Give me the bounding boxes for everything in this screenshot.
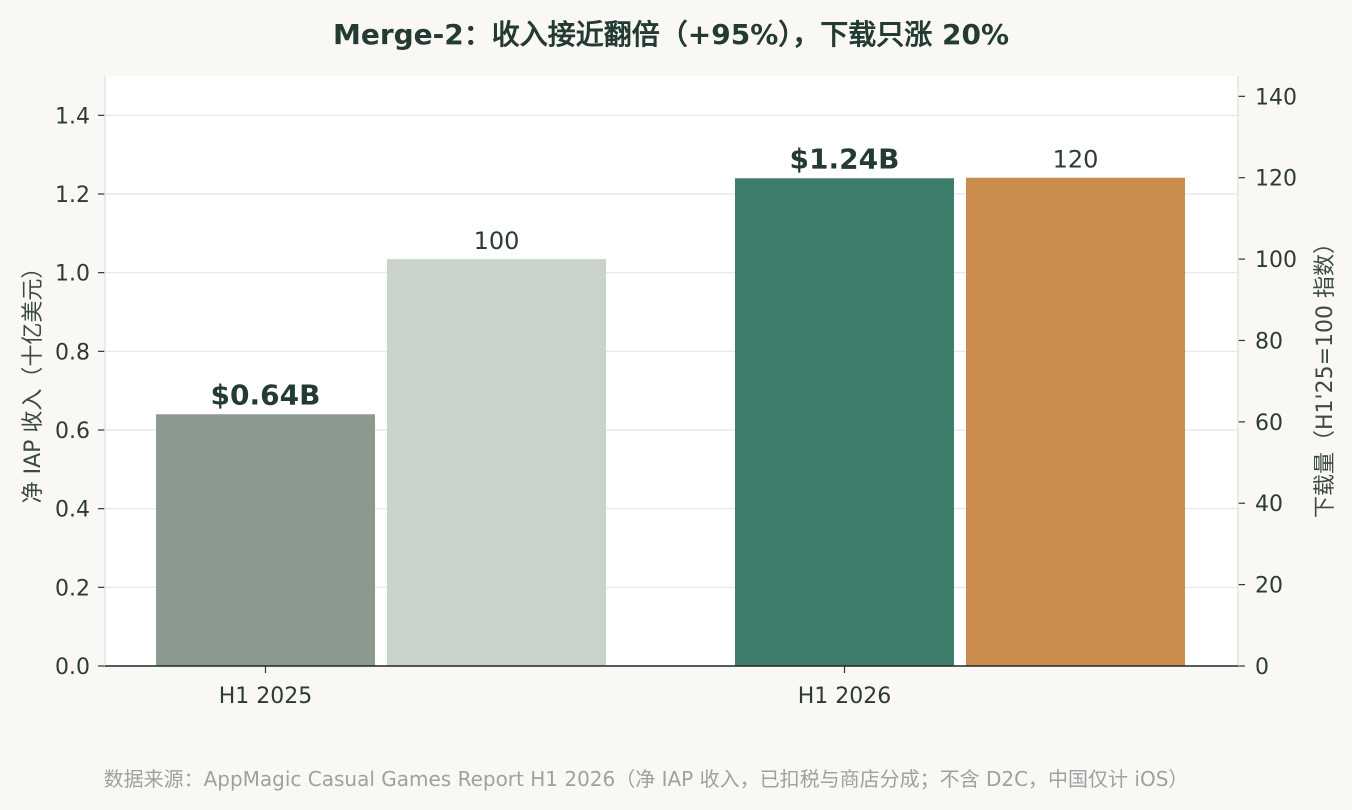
bar-revenue bbox=[735, 178, 954, 666]
data-label: 120 bbox=[1053, 146, 1099, 174]
y2-tick-label: 60 bbox=[1255, 411, 1283, 436]
x-tick-label: H1 2025 bbox=[219, 684, 313, 709]
bars bbox=[156, 177, 1185, 667]
y-tick-label: 0.0 bbox=[55, 655, 90, 680]
y2-tick-label: 120 bbox=[1255, 167, 1297, 192]
data-labels: $0.64B 100 $1.24B 120 bbox=[211, 142, 1099, 411]
y2-tick-label: 140 bbox=[1255, 85, 1297, 110]
axes: 0.0 0.2 0.4 0.6 0.8 1.0 1.2 1.4 0 20 40 60 80 100 120 1… bbox=[55, 76, 1297, 709]
y-tick-label: 1.0 bbox=[55, 262, 90, 287]
bar-downloads bbox=[387, 259, 606, 666]
y2-tick-label: 20 bbox=[1255, 574, 1283, 599]
data-label: $1.24B bbox=[790, 142, 900, 175]
y2-axis-label: 下载量（H1'25=100 指数） bbox=[1313, 232, 1338, 518]
y2-tick-label: 100 bbox=[1255, 248, 1297, 273]
data-label: $0.64B bbox=[211, 378, 321, 411]
y-tick-label: 0.4 bbox=[55, 498, 90, 523]
x-tick-label: H1 2026 bbox=[798, 684, 892, 709]
y-tick-label: 1.2 bbox=[55, 183, 90, 208]
y-axis-label: 净 IAP 收入（十亿美元） bbox=[21, 257, 46, 504]
data-label: 100 bbox=[474, 227, 520, 255]
y-tick-label: 1.4 bbox=[55, 104, 90, 129]
bar-downloads bbox=[966, 177, 1185, 667]
bar-revenue bbox=[156, 414, 375, 666]
y-tick-label: 0.6 bbox=[55, 419, 90, 444]
y2-tick-label: 0 bbox=[1255, 655, 1269, 680]
y2-tick-label: 80 bbox=[1255, 329, 1283, 354]
y2-tick-label: 40 bbox=[1255, 492, 1283, 517]
source-note: 数据来源：AppMagic Casual Games Report H1 202… bbox=[104, 767, 1189, 791]
y-tick-label: 0.8 bbox=[55, 340, 90, 365]
y-tick-label: 0.2 bbox=[55, 576, 90, 601]
chart-title: Merge-2：收入接近翻倍（+95%），下载只涨 20% bbox=[333, 18, 1009, 51]
